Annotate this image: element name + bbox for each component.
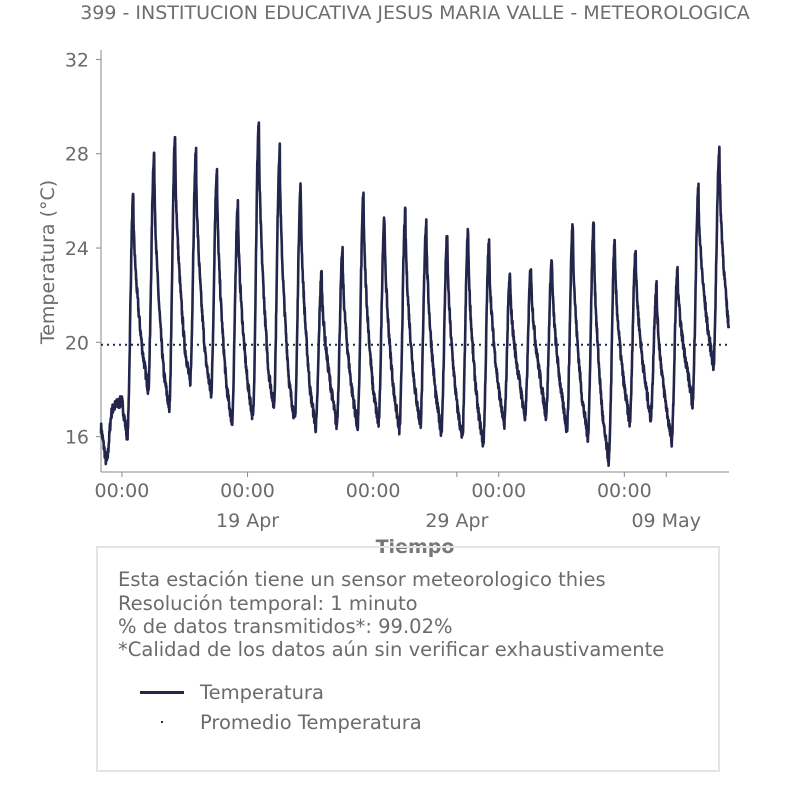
y-tick-label: 28 [65, 144, 89, 166]
series-line-temperatura [99, 121, 731, 467]
y-tick-label: 16 [65, 427, 89, 449]
sensor-description: Esta estación tiene un sensor meteorolog… [118, 568, 606, 591]
x-tick-label: 00:00 [597, 480, 652, 502]
x-tick-label: 00:00 [471, 480, 526, 502]
temperature-chart: 16 20 24 28 32 00:00 00:00 19 Apr 00:00 29 Apr 00:… [37, 49, 731, 558]
y-tick-label: 20 [65, 332, 89, 354]
info-box: Esta estación tiene un sensor meteorolog… [96, 546, 720, 772]
y-tick-label: 24 [65, 238, 89, 260]
chart-title: 399 - INSTITUCION EDUCATIVA JESUS MARIA … [80, 2, 750, 24]
x-tick-label: 00:00 [220, 480, 275, 502]
temporal-resolution: Resolución temporal: 1 minuto [118, 592, 418, 615]
x-date-label: 19 Apr [216, 510, 279, 532]
legend-label: Temperatura [200, 681, 324, 704]
quality-note: *Calidad de los datos aún sin verificar … [118, 638, 665, 661]
legend-dot-swatch [161, 721, 163, 723]
x-date-label: 09 May [631, 510, 701, 532]
legend-label: Promedio Temperatura [200, 711, 422, 734]
y-tick-label: 32 [65, 49, 89, 71]
tick-layer: 16 20 24 28 32 00:00 00:00 19 Apr 00:00 29 Apr 00:… [65, 49, 701, 532]
series-layer [99, 121, 731, 467]
legend-line-swatch [140, 691, 184, 694]
y-axis-label: Temperatura (°C) [37, 180, 59, 345]
x-tick-label: 00:00 [346, 480, 401, 502]
data-transmitted: % de datos transmitidos*: 99.02% [118, 615, 453, 638]
x-date-label: 29 Apr [425, 510, 488, 532]
x-tick-label: 00:00 [95, 480, 150, 502]
